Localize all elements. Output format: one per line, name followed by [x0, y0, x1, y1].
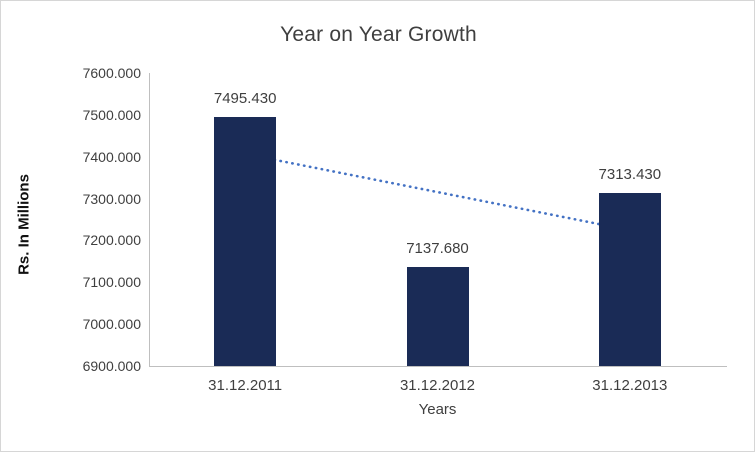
data-label: 7137.680 — [406, 239, 469, 257]
y-tick-label: 7100.000 — [82, 274, 141, 291]
y-tick-label: 7400.000 — [82, 148, 141, 165]
y-tick-label: 7500.000 — [82, 106, 141, 123]
bar-31.12.2011 — [214, 116, 277, 366]
x-axis-line — [149, 366, 727, 367]
x-tick-label: 31.12.2013 — [592, 377, 668, 394]
bar-31.12.2013 — [598, 192, 661, 366]
chart-title: Year on Year Growth — [280, 23, 477, 46]
y-tick-label: 7600.000 — [82, 65, 141, 81]
x-tick-label: 31.12.2012 — [399, 377, 476, 394]
data-label: 7495.430 — [213, 89, 277, 107]
y-axis-title: Rs. In Millions — [15, 174, 33, 275]
y-axis-line — [149, 73, 150, 366]
x-axis-title: Years — [418, 401, 457, 418]
bar-31.12.2012 — [406, 266, 469, 366]
x-tick-label: 31.12.2011 — [208, 377, 283, 394]
y-tick-label: 7300.000 — [82, 190, 141, 207]
data-label: 7313.430 — [598, 165, 662, 183]
y-tick-label: 7200.000 — [82, 232, 141, 249]
y-tick-label: 6900.000 — [82, 358, 141, 374]
y-tick-label: 7000.000 — [82, 316, 141, 333]
